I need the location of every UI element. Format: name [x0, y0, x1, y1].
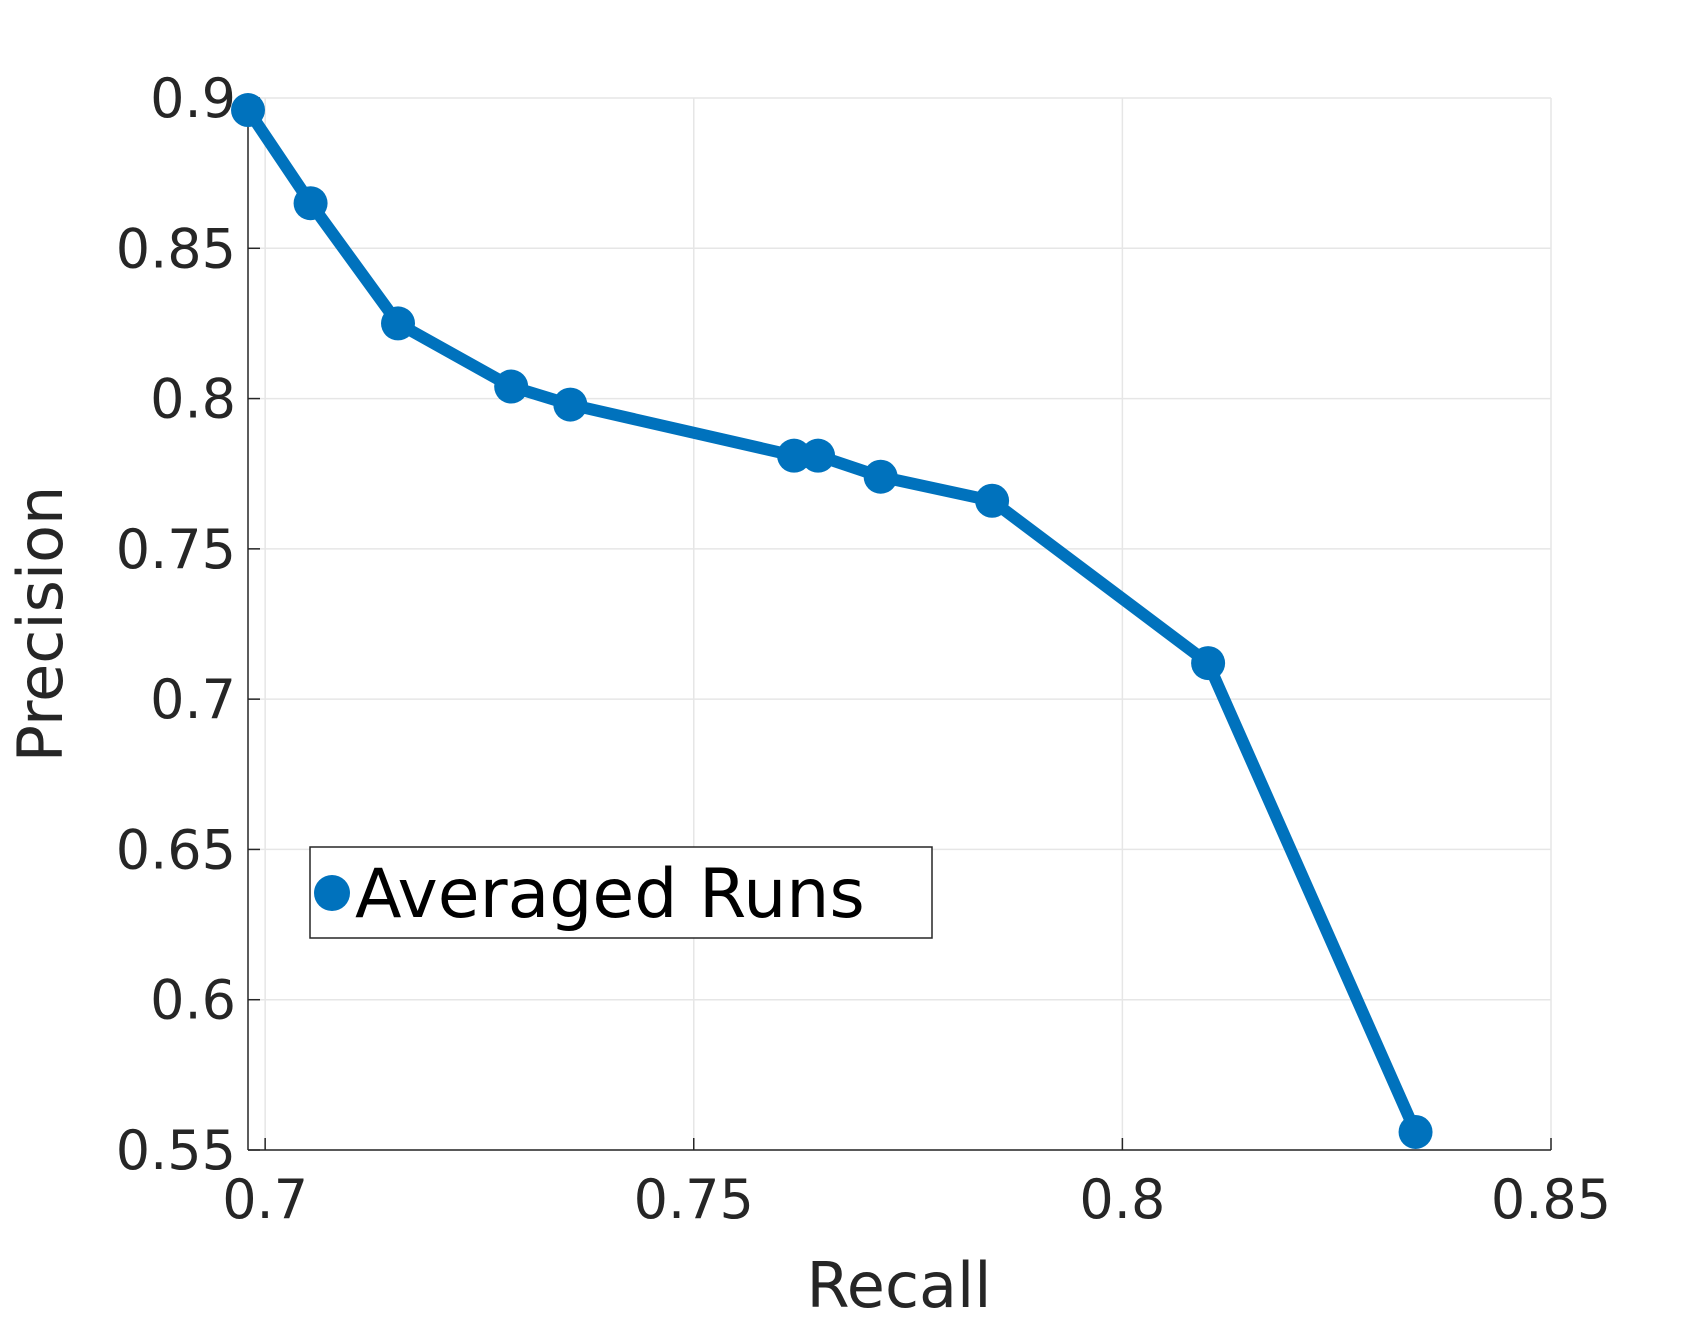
data-point	[494, 369, 529, 404]
y-tick-label: 0.8	[150, 368, 236, 431]
data-point	[975, 483, 1010, 518]
data-point	[863, 459, 898, 494]
y-tick-label: 0.75	[116, 518, 236, 581]
y-tick-label: 0.55	[116, 1119, 236, 1182]
data-point	[1398, 1114, 1433, 1149]
legend-swatch-marker	[314, 875, 350, 911]
x-axis-label: Recall	[807, 1249, 992, 1317]
data-point	[801, 438, 836, 473]
x-tick-label: 0.8	[1079, 1168, 1165, 1231]
data-point	[293, 186, 328, 221]
legend: Averaged Runs	[309, 846, 933, 939]
x-tick-label: 0.7	[222, 1168, 308, 1231]
axes	[247, 97, 1552, 1151]
data-point	[777, 438, 812, 473]
tick-labels: 0.7 0.75 0.8 0.85 0.55 0.6 0.65 0.7 0.75 0.8 0.85 0…	[116, 67, 1611, 1231]
y-tick-label: 0.65	[116, 818, 236, 881]
data-point	[381, 306, 416, 341]
plot-area	[248, 98, 1551, 1150]
x-tick-label: 0.85	[1491, 1168, 1611, 1231]
data-point	[553, 387, 588, 422]
legend-entry-label: Averaged Runs	[355, 855, 865, 934]
y-tick-label: 0.7	[150, 668, 236, 731]
y-tick-label: 0.9	[150, 67, 236, 130]
y-axis-label: Precision	[4, 486, 77, 763]
grid	[248, 97, 1552, 1151]
y-tick-label: 0.85	[116, 217, 236, 280]
data-point	[1191, 646, 1226, 681]
y-tick-label: 0.6	[150, 969, 236, 1032]
legend-box	[309, 846, 933, 939]
data-point	[231, 93, 265, 128]
x-tick-label: 0.75	[634, 1168, 754, 1231]
series-group	[231, 93, 1433, 1149]
